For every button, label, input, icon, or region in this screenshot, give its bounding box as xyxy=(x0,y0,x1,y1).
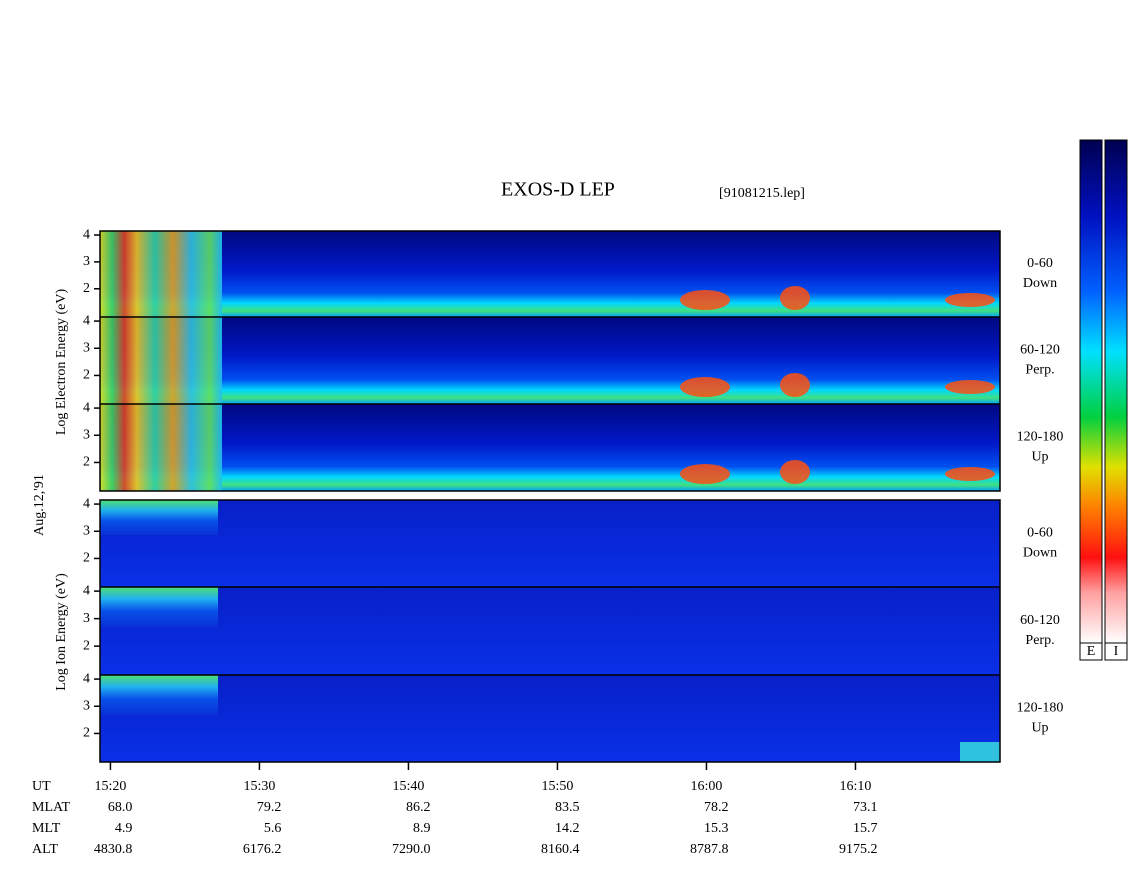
row-value: 68.0 xyxy=(108,800,133,815)
row-value: 15.7 xyxy=(853,821,878,836)
colorbar-label: E xyxy=(1087,644,1096,659)
channel-direction: Up xyxy=(1031,721,1048,736)
date-label: Aug.12,'91 xyxy=(32,474,47,536)
y-tick-label: 4 xyxy=(83,496,90,511)
row-label: MLT xyxy=(32,821,61,836)
row-value: 6176.2 xyxy=(243,842,282,857)
x-tick-label: 15:40 xyxy=(392,779,424,794)
y-tick-label: 2 xyxy=(83,638,90,653)
row-label: UT xyxy=(32,779,51,794)
y-tick-label: 3 xyxy=(83,698,90,713)
row-value: 15.3 xyxy=(704,821,729,836)
colorbar-label: I xyxy=(1114,644,1119,659)
y-axis-label: Log Ion Energy (eV) xyxy=(54,573,69,691)
y-tick-label: 4 xyxy=(83,400,90,415)
channel-angle: 0-60 xyxy=(1027,256,1053,271)
row-label: MLAT xyxy=(32,800,71,815)
y-tick-label: 2 xyxy=(83,455,90,470)
x-tick-label: 15:20 xyxy=(94,779,126,794)
y-tick-label: 4 xyxy=(83,313,90,328)
row-value: 78.2 xyxy=(704,800,729,815)
y-tick-label: 3 xyxy=(83,340,90,355)
row-value: 8787.8 xyxy=(690,842,729,857)
y-tick-label: 3 xyxy=(83,611,90,626)
x-tick-label: 15:50 xyxy=(542,779,574,794)
channel-direction: Perp. xyxy=(1025,363,1054,378)
row-value: 73.1 xyxy=(853,800,878,815)
panel-frames xyxy=(99,230,1001,763)
row-value: 83.5 xyxy=(555,800,580,815)
y-tick-label: 4 xyxy=(83,671,90,686)
y-tick-label: 3 xyxy=(83,254,90,269)
row-value: 8.9 xyxy=(413,821,431,836)
y-tick-label: 3 xyxy=(83,427,90,442)
x-tick-label: 15:30 xyxy=(243,779,275,794)
colorbars: E I xyxy=(1079,139,1128,661)
file-label: [91081215.lep] xyxy=(719,186,805,201)
row-value: 4830.8 xyxy=(94,842,133,857)
channel-direction: Down xyxy=(1023,546,1057,561)
chart-title: EXOS-D LEP xyxy=(501,179,615,201)
channel-angle: 0-60 xyxy=(1027,526,1053,541)
row-value: 14.2 xyxy=(555,821,580,836)
row-value: 7290.0 xyxy=(392,842,431,857)
row-value: 9175.2 xyxy=(839,842,878,857)
row-value: 4.9 xyxy=(115,821,133,836)
row-value: 8160.4 xyxy=(541,842,580,857)
y-tick-label: 4 xyxy=(83,583,90,598)
y-tick-label: 4 xyxy=(83,227,90,242)
row-value: 5.6 xyxy=(264,821,282,836)
channel-direction: Up xyxy=(1031,450,1048,465)
y-tick-label: 2 xyxy=(83,368,90,383)
channel-angle: 60-120 xyxy=(1020,613,1060,628)
row-value: 79.2 xyxy=(257,800,282,815)
channel-direction: Down xyxy=(1023,276,1057,291)
spectrogram-image xyxy=(100,231,1000,762)
channel-angle: 120-180 xyxy=(1017,701,1064,716)
y-axis-label: Log Electron Energy (eV) xyxy=(54,289,69,436)
x-tick-label: 16:00 xyxy=(691,779,723,794)
y-tick-label: 2 xyxy=(83,551,90,566)
y-tick-label: 3 xyxy=(83,523,90,538)
channel-angle: 60-120 xyxy=(1020,343,1060,358)
y-tick-label: 2 xyxy=(83,726,90,741)
channel-angle: 120-180 xyxy=(1017,430,1064,445)
y-tick-label: 2 xyxy=(83,281,90,296)
row-value: 86.2 xyxy=(406,800,431,815)
x-tick-label: 16:10 xyxy=(840,779,872,794)
row-label: ALT xyxy=(32,842,58,857)
channel-direction: Perp. xyxy=(1025,633,1054,648)
